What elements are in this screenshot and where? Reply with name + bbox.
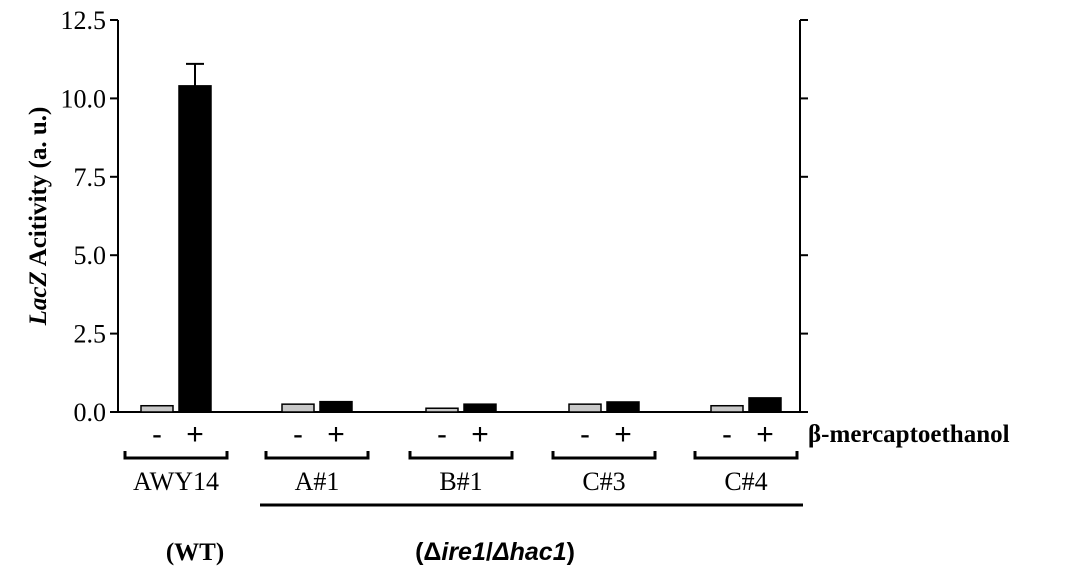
treatment-minus-label: - <box>152 418 162 451</box>
treatment-plus-label: + <box>186 418 204 451</box>
group-bracket <box>123 451 229 460</box>
y-tick-label: 10.0 <box>61 84 107 113</box>
bar-plus <box>606 401 640 413</box>
y-tick-label: 2.5 <box>74 320 107 349</box>
group-bracket <box>693 451 799 460</box>
treatment-minus-label: - <box>293 418 303 451</box>
group-label: C#3 <box>582 467 625 496</box>
treatment-plus-label: + <box>471 418 489 451</box>
bar-plus <box>178 85 212 413</box>
mutant-label: (Δire1/Δhac1) <box>415 538 575 566</box>
group-label: B#1 <box>439 467 482 496</box>
treatment-plus-label: + <box>756 418 774 451</box>
group-label: A#1 <box>295 467 340 496</box>
y-ticks: 0.0 2.5 5.0 7.5 10.0 12.5 <box>61 6 808 427</box>
bar-minus <box>140 404 174 413</box>
treatment-plus-label: + <box>614 418 632 451</box>
y-tick-label: 12.5 <box>61 6 107 35</box>
bars <box>140 62 782 413</box>
treatment-minus-label: - <box>437 418 447 451</box>
group-label: AWY14 <box>133 467 219 496</box>
group-label: C#4 <box>724 467 767 496</box>
y-axis-label: LacZ Acitivity (a. u.) <box>25 107 52 327</box>
y-tick-label: 0.0 <box>74 398 107 427</box>
group-bracket <box>551 451 657 460</box>
bar-plus <box>748 397 782 413</box>
bar-minus <box>568 403 602 413</box>
y-tick-label: 5.0 <box>74 241 107 270</box>
bar-minus <box>281 403 315 413</box>
treatment-minus-label: - <box>722 418 732 451</box>
group-bracket <box>264 451 370 460</box>
wt-label: (WT) <box>166 539 224 566</box>
bar-plus <box>463 403 497 413</box>
treatment-minus-label: - <box>580 418 590 451</box>
treatment-plus-label: + <box>327 418 345 451</box>
bar-minus <box>710 404 744 413</box>
bar-minus <box>425 407 459 413</box>
y-tick-label: 7.5 <box>74 163 107 192</box>
treatment-label: β-mercaptoethanol <box>808 421 1010 448</box>
group-labels: - +AWY14- +A#1- +B#1- +C#3- +C#4 <box>123 418 799 496</box>
group-bracket <box>408 451 514 460</box>
bar-plus <box>319 400 353 413</box>
